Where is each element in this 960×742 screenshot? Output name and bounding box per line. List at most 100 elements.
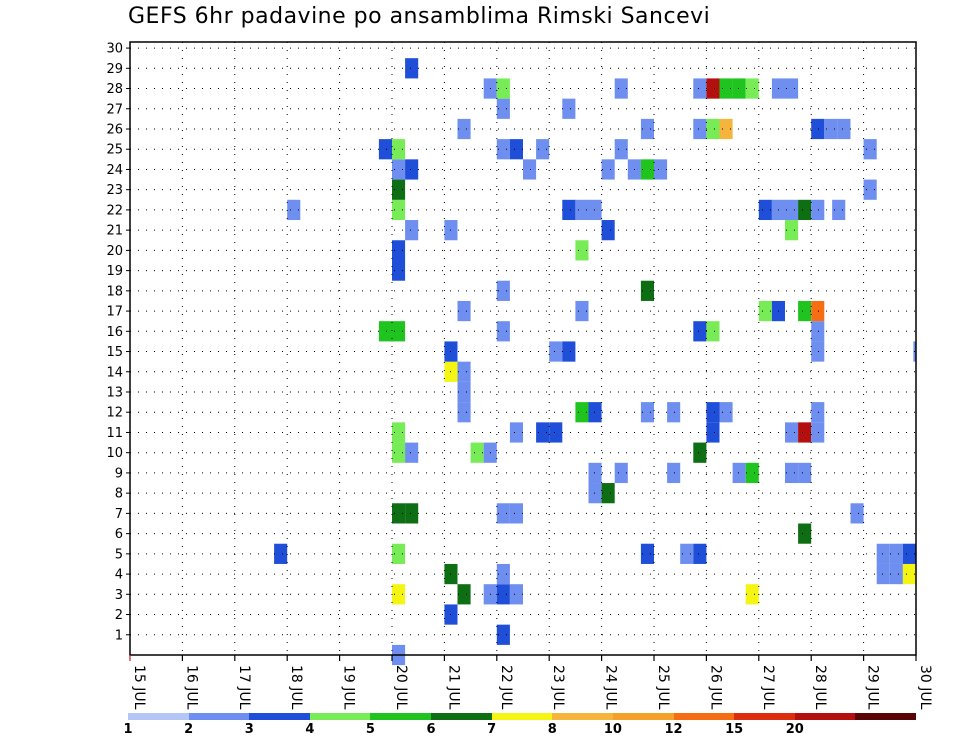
colorbar-label: 10 (603, 722, 622, 737)
y-tick-label: 9 (115, 466, 123, 481)
x-tick-label: 18 JUL (288, 665, 304, 710)
y-tick-label: 26 (106, 122, 123, 137)
colorbar-label: 12 (664, 722, 683, 737)
heatmap-cell (392, 260, 406, 281)
heatmap-cell (457, 300, 471, 322)
heatmap-cell (392, 442, 406, 463)
x-tick-label: 28 JUL (812, 665, 828, 710)
y-tick-label: 22 (106, 203, 123, 218)
chart-title: GEFS 6hr padavine po ansamblima Rimski S… (128, 4, 711, 29)
heatmap-cell (811, 199, 825, 221)
heatmap-cell (706, 118, 720, 140)
y-tick-label: 21 (106, 224, 123, 239)
colorbar-label: 15 (725, 722, 744, 737)
y-tick-label: 6 (115, 527, 123, 542)
heatmap-cell (863, 179, 877, 200)
heatmap-cell (640, 159, 654, 180)
y-axis: 1234567891011121314151617181920212223242… (106, 42, 130, 643)
x-tick-label: 22 JUL (498, 665, 514, 710)
colorbar-label: 20 (785, 722, 804, 737)
heatmap-cell (758, 199, 772, 221)
x-tick-label: 27 JUL (760, 665, 776, 710)
heatmap-cell (758, 300, 772, 322)
heatmap-cell (850, 503, 864, 524)
heatmap-cell (392, 321, 406, 342)
heatmap-cell (798, 300, 812, 322)
heatmap-cell (496, 139, 510, 160)
y-tick-label: 4 (115, 568, 123, 583)
colorbar-swatch (249, 713, 311, 720)
y-tick-label: 17 (106, 305, 123, 320)
y-tick-label: 18 (106, 284, 123, 299)
colorbar-swatch (734, 713, 796, 720)
cells-layer (274, 58, 916, 666)
heatmap-cell (706, 422, 720, 443)
y-tick-label: 5 (115, 547, 123, 562)
x-tick-label: 24 JUL (603, 665, 619, 710)
y-tick-label: 1 (115, 628, 123, 643)
heatmap-cell (785, 422, 799, 443)
heatmap-cell (496, 563, 510, 585)
heatmap-cell (798, 422, 812, 443)
colorbar-swatch (794, 713, 856, 720)
heatmap-cell (392, 159, 406, 180)
heatmap-cell (706, 402, 720, 423)
y-tick-label: 30 (106, 42, 123, 57)
colorbar-label: 3 (244, 722, 254, 737)
heatmap-cell (667, 402, 681, 423)
heatmap-cell (575, 402, 589, 423)
colorbar-swatch (188, 713, 250, 720)
heatmap-cell (706, 321, 720, 342)
colorbar-swatch (855, 713, 917, 720)
heatmap-cell (562, 199, 576, 221)
heatmap-cell (378, 321, 392, 342)
y-tick-label: 28 (106, 82, 123, 97)
heatmap-cell (680, 543, 694, 564)
heatmap-cell (562, 98, 576, 119)
y-tick-label: 14 (106, 365, 123, 380)
heatmap-cell (811, 321, 825, 342)
heatmap-cell (693, 78, 707, 99)
x-tick-label: 16 JUL (183, 665, 199, 710)
colorbar-label: 8 (547, 722, 557, 737)
heatmap-cell (601, 220, 615, 241)
heatmap-cell (496, 584, 510, 605)
heatmap-cell (693, 118, 707, 140)
heatmap-cell (470, 442, 484, 463)
colorbar-legend: 1 2 3 4 5 6 7 8 10 12 15 20 (123, 713, 917, 741)
y-tick-label: 7 (115, 507, 123, 522)
y-tick-label: 13 (106, 385, 123, 400)
heatmap-cell (392, 139, 406, 160)
heatmap-cell (889, 543, 903, 564)
colorbar-swatch (673, 713, 735, 720)
heatmap-cell (457, 402, 471, 423)
heatmap-cell (876, 563, 890, 585)
heatmap-cell (719, 118, 733, 140)
heatmap-cell (798, 523, 812, 544)
y-tick-label: 8 (115, 487, 123, 502)
heatmap-cell (509, 584, 523, 605)
heatmap-cell (392, 240, 406, 261)
y-tick-label: 3 (115, 588, 123, 603)
heatmap-cell (785, 462, 799, 484)
heatmap-cell (457, 381, 471, 403)
heatmap-cell (392, 503, 406, 524)
colorbar-swatch (370, 713, 432, 720)
heatmap-cell (562, 341, 576, 362)
heatmap-cell (863, 139, 877, 160)
heatmap-cell (509, 503, 523, 524)
heatmap-cell (274, 543, 288, 564)
heatmap-cell (745, 462, 759, 484)
heatmap-cell (719, 402, 733, 423)
plot-frame (129, 41, 917, 656)
heatmap-cell (693, 442, 707, 463)
x-tick-label: 21 JUL (445, 665, 461, 710)
heatmap-cell (496, 624, 510, 645)
heatmap-cell (601, 483, 615, 504)
heatmap-cell (588, 199, 602, 221)
colorbar-swatch (612, 713, 675, 720)
heatmap-cell (575, 300, 589, 322)
heatmap-plot: 1234567891011121314151617181920212223242… (106, 41, 933, 710)
heatmap-cell (588, 402, 602, 423)
heatmap-cell (640, 402, 654, 423)
